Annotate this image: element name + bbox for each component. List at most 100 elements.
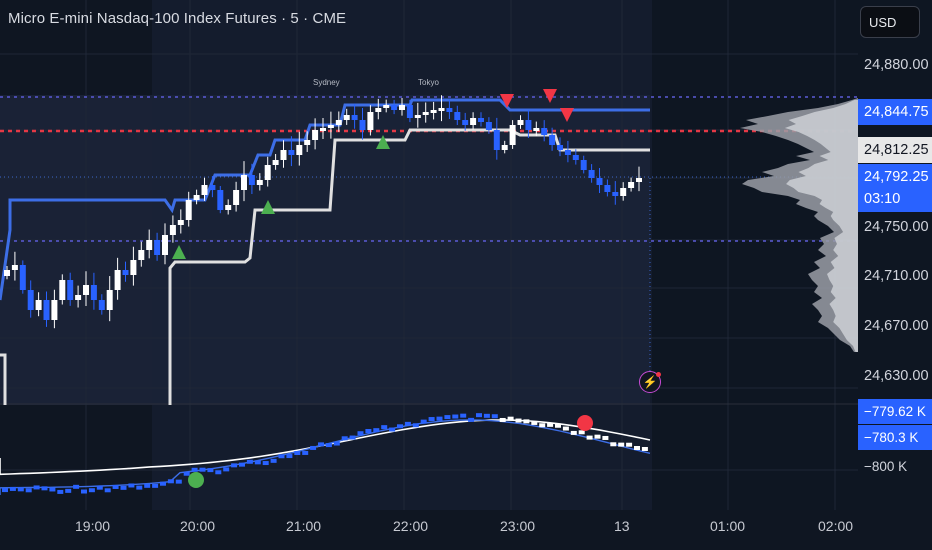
candle-body-6 bbox=[51, 300, 58, 320]
currency-button[interactable]: USD bbox=[860, 6, 920, 38]
candle-body-75 bbox=[596, 178, 603, 185]
candle-body-38 bbox=[304, 140, 311, 145]
candle-body-52 bbox=[414, 115, 421, 118]
indicator-bar-17 bbox=[136, 485, 143, 490]
indicator-bar-73 bbox=[578, 430, 585, 435]
indicator-bar-33 bbox=[262, 461, 269, 466]
indicator-bar-45 bbox=[357, 431, 364, 436]
indicator-bar-78 bbox=[618, 442, 625, 447]
indicator-bar-81 bbox=[641, 446, 648, 451]
candle-body-13 bbox=[106, 290, 113, 310]
time-label-2100: 21:00 bbox=[286, 518, 322, 534]
candle-body-37 bbox=[296, 145, 303, 155]
indicator-bar-74 bbox=[586, 435, 593, 440]
candle-body-4 bbox=[35, 300, 42, 310]
candle-body-78 bbox=[620, 188, 627, 196]
sell-signal-triangle-0 bbox=[500, 94, 514, 108]
candle-body-14 bbox=[114, 270, 121, 290]
candle-body-2 bbox=[19, 265, 26, 290]
indicator-bar-15 bbox=[120, 485, 127, 490]
candle-body-20 bbox=[162, 235, 168, 255]
price-label-current: 24,792.25 03:10 bbox=[858, 164, 932, 212]
session-label-tokyo: Tokyo bbox=[418, 78, 439, 87]
indicator-buy-dot bbox=[188, 472, 204, 488]
candle-body-50 bbox=[399, 105, 405, 110]
time-label-2300: 23:00 bbox=[500, 518, 536, 534]
candle-body-25 bbox=[201, 185, 208, 195]
price-tick-24880: 24,880.00 bbox=[864, 57, 929, 73]
time-label-0200: 02:00 bbox=[818, 518, 854, 534]
candle-body-19 bbox=[154, 240, 161, 255]
indicator-bar-41 bbox=[325, 443, 332, 448]
indicator-bar-59 bbox=[468, 417, 475, 422]
indicator-bar-18 bbox=[144, 483, 151, 488]
indicator-bar-27 bbox=[215, 470, 222, 475]
candle-body-32 bbox=[256, 180, 263, 185]
candle-body-59 bbox=[470, 118, 477, 125]
indicator-bar-36 bbox=[286, 454, 293, 459]
indicator-bar-44 bbox=[349, 435, 356, 440]
candle-body-28 bbox=[225, 205, 232, 210]
indicator-bar-77 bbox=[610, 442, 617, 447]
buy-signal-triangle-2 bbox=[376, 135, 390, 149]
indicator-bar-67 bbox=[531, 420, 538, 425]
indicator-bar-54 bbox=[428, 417, 435, 422]
indicator-bar-19 bbox=[152, 483, 159, 488]
indicator-bar-7 bbox=[57, 489, 64, 494]
lightning-icon[interactable]: ⚡ bbox=[639, 371, 661, 393]
candle-body-7 bbox=[59, 280, 66, 300]
indicator-bar-43 bbox=[341, 436, 348, 441]
indicator-bar-24 bbox=[191, 467, 198, 472]
time-label-2200: 22:00 bbox=[393, 518, 429, 534]
candle-body-12 bbox=[98, 300, 105, 310]
indicator-bar-39 bbox=[310, 445, 317, 450]
candle-body-49 bbox=[391, 105, 398, 110]
indicator-bar-38 bbox=[302, 450, 309, 455]
candle-body-15 bbox=[122, 270, 129, 275]
candle-body-54 bbox=[430, 110, 437, 113]
candle-body-79 bbox=[628, 182, 635, 188]
indicator-tick-800k: −800 K bbox=[864, 459, 908, 474]
price-label-upper: 24,844.75 bbox=[858, 99, 932, 125]
indicator-bar-25 bbox=[199, 467, 206, 472]
session-shade-band bbox=[152, 0, 652, 510]
candle-body-64 bbox=[509, 125, 516, 145]
candle-body-5 bbox=[43, 300, 50, 320]
candle-body-29 bbox=[233, 190, 240, 205]
current-price-value: 24,792.25 bbox=[864, 169, 929, 185]
sell-signal-triangle-1 bbox=[543, 89, 557, 103]
candle-body-31 bbox=[248, 175, 255, 185]
candle-body-65 bbox=[517, 120, 524, 125]
symbol-title[interactable]: Micro E-mini Nasdaq-100 Index Futures · … bbox=[8, 10, 347, 27]
indicator-bar-66 bbox=[523, 419, 530, 424]
indicator-bar-20 bbox=[160, 481, 166, 486]
indicator-bar-2 bbox=[17, 487, 24, 492]
indicator-bar-46 bbox=[365, 429, 372, 434]
indicator-bar-70 bbox=[555, 423, 561, 428]
candle-body-71 bbox=[564, 150, 571, 155]
indicator-bar-53 bbox=[420, 419, 427, 424]
candle-body-10 bbox=[83, 285, 89, 295]
candle-body-42 bbox=[335, 120, 342, 125]
bar-countdown: 03:10 bbox=[864, 191, 901, 207]
candle-body-67 bbox=[533, 128, 540, 131]
indicator-bar-63 bbox=[499, 417, 506, 422]
candle-body-76 bbox=[604, 185, 611, 192]
indicator-bar-51 bbox=[404, 421, 411, 426]
indicator-bar-56 bbox=[444, 415, 451, 420]
candle-body-23 bbox=[185, 200, 192, 220]
candle-body-61 bbox=[485, 122, 492, 130]
alert-badge-dot bbox=[656, 372, 661, 377]
time-label-0100: 01:00 bbox=[710, 518, 746, 534]
price-tick-24750: 24,750.00 bbox=[864, 219, 929, 235]
volume-profile-highlight bbox=[784, 100, 858, 352]
indicator-bar-37 bbox=[294, 450, 301, 455]
candle-body-51 bbox=[406, 105, 413, 118]
candle-body-43 bbox=[343, 115, 350, 120]
indicator-bar-68 bbox=[539, 423, 546, 428]
indicator-bar-9 bbox=[73, 484, 80, 489]
candle-body-80 bbox=[636, 178, 642, 182]
candle-body-73 bbox=[580, 160, 587, 170]
candle-body-40 bbox=[320, 128, 326, 131]
